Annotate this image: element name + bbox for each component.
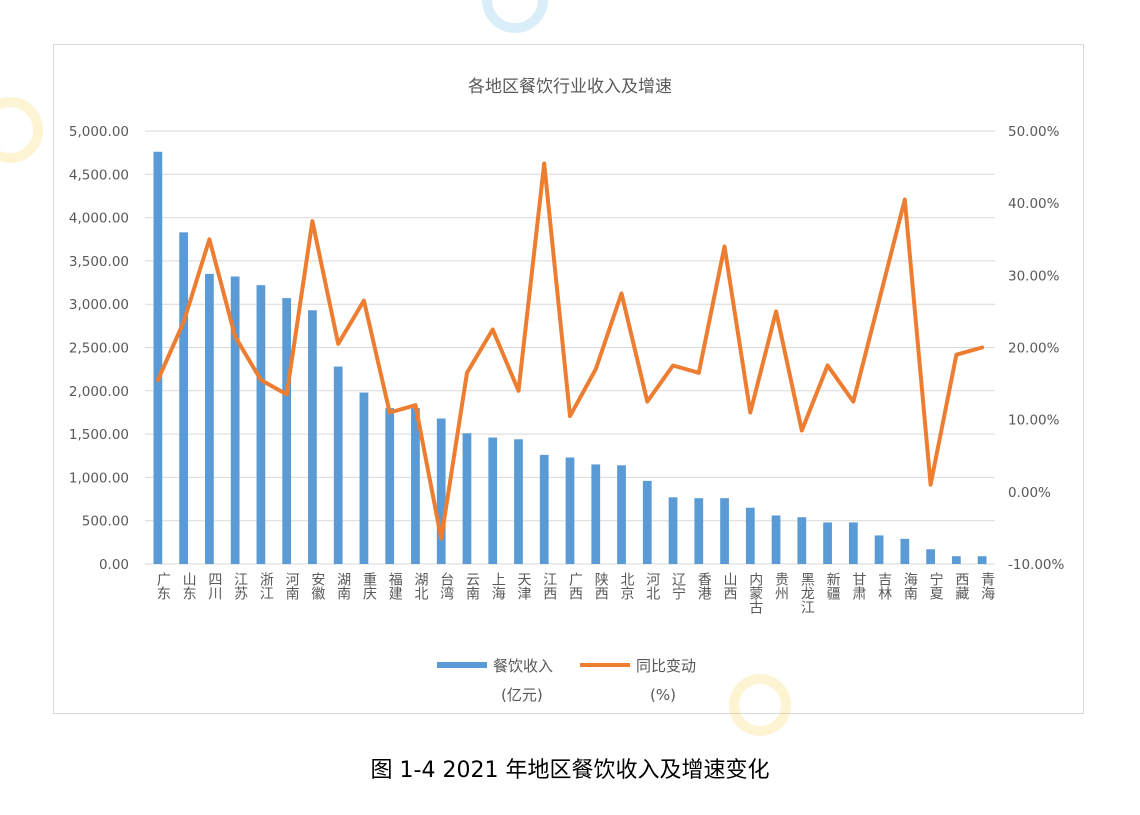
bar bbox=[720, 498, 729, 564]
bar bbox=[900, 538, 910, 564]
left-axis-tick: 3,000.00 bbox=[69, 297, 129, 313]
category-label: 西藏 bbox=[953, 572, 969, 600]
left-axis-tick: 1,000.00 bbox=[69, 470, 129, 486]
legend-unit-bars: (亿元) bbox=[501, 686, 543, 704]
bar bbox=[694, 498, 704, 564]
category-label: 黑龙江 bbox=[799, 572, 815, 614]
legend-unit-line: (%) bbox=[650, 686, 676, 704]
right-axis-tick: 30.00% bbox=[1008, 268, 1060, 284]
bar bbox=[823, 522, 832, 564]
bar bbox=[436, 418, 446, 564]
category-label: 香港 bbox=[696, 572, 712, 600]
category-label: 陕西 bbox=[593, 572, 609, 600]
bar bbox=[977, 556, 987, 564]
bar bbox=[591, 464, 601, 564]
bar bbox=[230, 276, 240, 564]
bar bbox=[385, 408, 395, 564]
category-label: 海南 bbox=[902, 572, 918, 600]
figure-caption: 图 1-4 2021 年地区餐饮收入及增速变化 bbox=[370, 758, 770, 783]
bar bbox=[617, 465, 626, 564]
bar bbox=[359, 392, 369, 564]
category-label: 宁夏 bbox=[928, 571, 944, 600]
category-label: 江苏 bbox=[232, 572, 248, 601]
category-label: 河南 bbox=[284, 572, 300, 600]
left-axis-tick: 5,000.00 bbox=[69, 124, 129, 140]
bar bbox=[926, 549, 935, 564]
category-label: 北京 bbox=[619, 572, 635, 600]
bar bbox=[282, 298, 292, 564]
chart-title: 各地区餐饮行业收入及增速 bbox=[468, 77, 672, 97]
left-axis-tick: 500.00 bbox=[82, 514, 129, 530]
category-label: 甘肃 bbox=[850, 572, 866, 600]
right-axis-tick: 50.00% bbox=[1008, 124, 1060, 140]
category-label: 广东 bbox=[155, 572, 171, 600]
legend-label-line: 同比变动 bbox=[636, 657, 696, 675]
category-label: 吉林 bbox=[876, 572, 892, 600]
category-label: 贵州 bbox=[773, 572, 789, 600]
category-label: 四川 bbox=[206, 572, 222, 600]
category-label: 湖北 bbox=[412, 572, 428, 601]
bar bbox=[514, 439, 523, 564]
bar bbox=[153, 151, 163, 564]
category-label: 天津 bbox=[515, 572, 531, 600]
bar bbox=[848, 522, 858, 564]
category-label: 山东 bbox=[181, 572, 197, 600]
right-axis-tick: -10.00% bbox=[1008, 557, 1065, 573]
category-label: 内蒙古 bbox=[747, 572, 763, 614]
bar bbox=[179, 232, 189, 564]
left-axis-tick: 3,500.00 bbox=[69, 254, 129, 270]
bar bbox=[874, 535, 884, 564]
bar bbox=[642, 480, 652, 564]
category-label: 云南 bbox=[464, 572, 480, 600]
chart-frame bbox=[53, 44, 1084, 714]
category-label: 江西 bbox=[541, 572, 557, 600]
chart-svg: 各地区餐饮行业收入及增速 0.00 500.00 1,000.00 1,500.00 2,… bbox=[69, 77, 1065, 704]
category-label: 福建 bbox=[387, 572, 403, 601]
bar bbox=[256, 285, 266, 564]
category-label: 辽宁 bbox=[670, 572, 686, 600]
legend-swatch-bars bbox=[437, 662, 487, 668]
category-label: 浙江 bbox=[258, 572, 274, 600]
bar bbox=[333, 366, 343, 564]
left-axis-tick: 4,000.00 bbox=[69, 211, 129, 227]
category-label: 重庆 bbox=[361, 572, 377, 600]
category-label: 青海 bbox=[979, 572, 995, 600]
bar bbox=[565, 457, 575, 564]
left-axis-tick: 4,500.00 bbox=[69, 167, 129, 183]
bar bbox=[308, 310, 317, 564]
bar bbox=[539, 454, 549, 564]
category-label: 台湾 bbox=[438, 572, 454, 600]
bar bbox=[462, 433, 472, 564]
bar bbox=[771, 515, 781, 564]
bar bbox=[488, 437, 498, 564]
right-axis-tick: 40.00% bbox=[1008, 196, 1060, 212]
category-label: 河北 bbox=[644, 572, 660, 601]
category-label: 新疆 bbox=[825, 572, 841, 600]
bar bbox=[951, 556, 961, 564]
category-label: 安徽 bbox=[309, 572, 325, 600]
category-label: 上海 bbox=[490, 572, 506, 600]
category-label: 山西 bbox=[722, 572, 738, 600]
category-label: 湖南 bbox=[335, 572, 351, 600]
left-axis-tick: 1,500.00 bbox=[69, 427, 129, 443]
bar bbox=[745, 507, 755, 564]
legend-label-bars: 餐饮收入 bbox=[493, 657, 553, 675]
bar bbox=[205, 273, 214, 564]
bar bbox=[797, 517, 807, 564]
left-axis-tick: 0.00 bbox=[99, 557, 129, 573]
left-axis-tick: 2,500.00 bbox=[69, 341, 129, 357]
category-label: 广西 bbox=[567, 572, 583, 600]
bar bbox=[668, 497, 678, 564]
right-axis-tick: 10.00% bbox=[1008, 413, 1060, 429]
right-axis-tick: 0.00% bbox=[1008, 485, 1051, 501]
bar bbox=[411, 408, 420, 564]
right-axis-tick: 20.00% bbox=[1008, 341, 1060, 357]
left-axis-tick: 2,000.00 bbox=[69, 384, 129, 400]
